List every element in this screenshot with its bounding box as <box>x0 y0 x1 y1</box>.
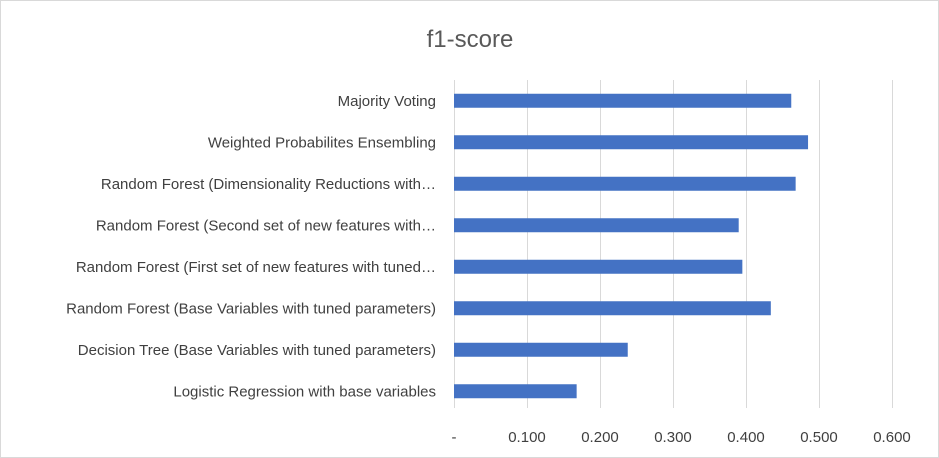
category-label-3: Random Forest (Second set of new feature… <box>96 217 436 234</box>
bar-7 <box>454 384 577 399</box>
category-label-4: Random Forest (First set of new features… <box>76 259 436 276</box>
x-tick-label-0: - <box>452 429 457 446</box>
x-tick-label-1: 0.100 <box>508 429 546 446</box>
x-tick-label-4: 0.400 <box>727 429 765 446</box>
bar-1 <box>454 135 809 150</box>
bar-6 <box>454 342 628 357</box>
category-label-5: Random Forest (Base Variables with tuned… <box>66 300 436 317</box>
category-label-0: Majority Voting <box>338 93 436 110</box>
x-tick-label-6: 0.600 <box>873 429 911 446</box>
bar-3 <box>454 218 739 233</box>
x-tick-labels: - 0.100 0.200 0.300 0.400 0.500 0.600 <box>452 429 911 446</box>
bars <box>454 93 809 399</box>
bar-5 <box>454 301 771 316</box>
chart-title: f1-score <box>427 26 514 53</box>
x-tick-label-2: 0.200 <box>581 429 619 446</box>
category-label-2: Random Forest (Dimensionality Reductions… <box>101 176 436 193</box>
category-label-1: Weighted Probabilites Ensembling <box>208 134 436 151</box>
category-labels: Majority Voting Weighted Probabilites Ens… <box>66 93 436 401</box>
category-label-7: Logistic Regression with base variables <box>173 383 436 400</box>
bar-0 <box>454 93 792 108</box>
bar-2 <box>454 176 796 191</box>
category-label-6: Decision Tree (Base Variables with tuned… <box>78 342 436 359</box>
x-tick-label-3: 0.300 <box>654 429 692 446</box>
gridlines <box>454 80 893 408</box>
x-tick-label-5: 0.500 <box>800 429 838 446</box>
bar-4 <box>454 259 743 274</box>
